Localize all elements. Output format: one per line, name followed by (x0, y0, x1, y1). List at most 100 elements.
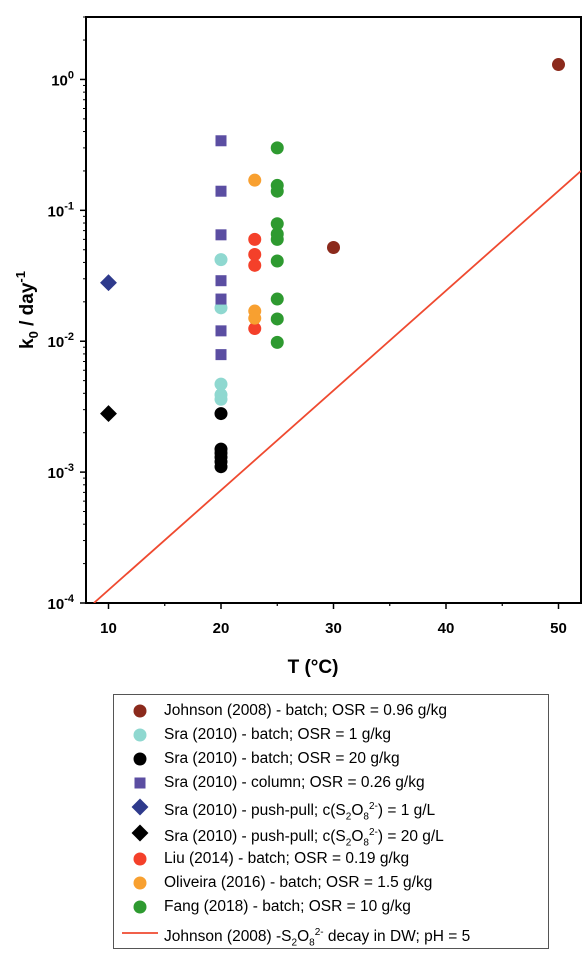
legend-symbol (122, 932, 158, 934)
data-point (215, 293, 227, 305)
legend-symbol (131, 824, 149, 842)
data-point (270, 292, 284, 306)
series-4 (100, 274, 117, 292)
legend-symbol (133, 852, 147, 866)
data-point (215, 325, 227, 337)
legend-symbol (133, 900, 147, 914)
x-tick-label: 50 (550, 620, 567, 637)
legend-marker (133, 728, 147, 742)
x-tick-label: 10 (100, 620, 117, 637)
legend-marker (131, 798, 149, 816)
data-point (248, 247, 262, 261)
data-point (215, 229, 227, 241)
data-point (270, 184, 284, 198)
legend-symbol (133, 728, 147, 742)
data-point (248, 173, 262, 187)
data-point (270, 232, 284, 246)
legend-item: Sra (2010) - push-pull; c(S2O82-) = 20 g… (114, 821, 548, 848)
legend-symbol (133, 752, 147, 766)
legend-label: Sra (2010) - push-pull; c(S2O82-) = 1 g/… (164, 801, 436, 823)
data-point (248, 311, 262, 325)
data-point (552, 58, 565, 72)
legend: Johnson (2008) - batch; OSR = 0.96 g/kg S… (113, 694, 549, 949)
y-axis-title: k0 / day-1 (13, 271, 41, 349)
svg-text:k0 / day-1: k0 / day-1 (13, 271, 41, 349)
legend-label: Liu (2014) - batch; OSR = 0.19 g/kg (164, 850, 410, 867)
legend-item: Fang (2018) - batch; OSR = 10 g/kg (114, 895, 548, 919)
y-tick-label: 10-4 (48, 593, 75, 613)
y-axis-title-sup: -1 (13, 271, 28, 283)
data-point (270, 254, 284, 268)
data-point (214, 392, 228, 406)
x-axis-title: T (°C) (288, 657, 339, 678)
legend-label: Sra (2010) - column; OSR = 0.26 g/kg (164, 774, 425, 791)
series-3 (215, 135, 227, 361)
y-axis-title-base: k (17, 338, 38, 349)
data-point (214, 460, 228, 474)
legend-symbol (131, 798, 149, 816)
series-8 (270, 141, 284, 349)
data-point (270, 141, 284, 155)
legend-item: Sra (2010) - batch; OSR = 20 g/kg (114, 747, 548, 771)
legend-label: Sra (2010) - push-pull; c(S2O82-) = 20 g… (164, 827, 444, 849)
legend-item: Sra (2010) - batch; OSR = 1 g/kg (114, 723, 548, 747)
legend-label: Fang (2018) - batch; OSR = 10 g/kg (164, 898, 411, 915)
series-7 (248, 173, 262, 325)
data-point (248, 232, 262, 246)
legend-item: Oliveira (2016) - batch; OSR = 1.5 g/kg (114, 871, 548, 895)
legend-item: Sra (2010) - column; OSR = 0.26 g/kg (114, 771, 548, 795)
chart-plot: k0 / day-1 T (°C) 10 20 30 40 50 10-4 10-3 10-2… (13, 16, 582, 678)
y-tick-label: 10-2 (48, 331, 74, 351)
data-point (100, 405, 117, 423)
data-point (214, 377, 228, 391)
y-axis-title-sub: 0 (26, 331, 41, 338)
legend-marker (133, 876, 147, 890)
plot-frame (85, 16, 582, 604)
series-9 (93, 170, 581, 603)
data-point (215, 135, 227, 147)
data-point (248, 258, 262, 272)
legend-label: Sra (2010) - batch; OSR = 20 g/kg (164, 750, 400, 767)
legend-label: Sra (2010) - batch; OSR = 1 g/kg (164, 726, 392, 743)
series-6 (248, 232, 262, 336)
data-point (270, 335, 284, 349)
legend-marker (133, 752, 147, 766)
data-point (248, 322, 262, 336)
axes: 10 20 30 40 50 10-4 10-3 10-2 10-1 100 (48, 16, 582, 637)
legend-marker (133, 900, 147, 914)
data-point (215, 349, 227, 361)
legend-marker (133, 704, 147, 718)
y-axis-title-mid: / day (17, 282, 38, 331)
y-tick-label: 10-1 (48, 200, 74, 220)
legend-item: Johnson (2008) - batch; OSR = 0.96 g/kg (114, 699, 548, 723)
data-point (214, 301, 228, 315)
series-5 (100, 405, 117, 423)
data-point (327, 241, 340, 255)
legend-symbol (133, 876, 147, 890)
legend-symbol (133, 704, 147, 718)
y-tick-label: 100 (51, 69, 74, 89)
legend-item: Johnson (2008) -S2O82- decay in DW; pH =… (114, 921, 548, 948)
data-point (215, 185, 227, 197)
series-0 (327, 58, 565, 255)
legend-marker (134, 777, 146, 789)
legend-label: Johnson (2008) -S2O82- decay in DW; pH =… (164, 927, 471, 949)
legend-marker (131, 824, 149, 842)
y-tick-label: 10-3 (48, 462, 74, 482)
data-point (214, 407, 228, 421)
legend-symbol (134, 777, 146, 789)
legend-label: Oliveira (2016) - batch; OSR = 1.5 g/kg (164, 874, 433, 891)
x-tick-label: 30 (325, 620, 342, 637)
data-point (215, 275, 227, 287)
legend-item: Liu (2014) - batch; OSR = 0.19 g/kg (114, 847, 548, 871)
series-1 (214, 253, 228, 406)
decay-line (93, 170, 581, 603)
legend-item: Sra (2010) - push-pull; c(S2O82-) = 1 g/… (114, 795, 548, 822)
series-2 (214, 407, 228, 474)
data-point (270, 312, 284, 326)
x-tick-label: 20 (213, 620, 230, 637)
data-point (100, 274, 117, 292)
data-point (270, 217, 284, 231)
data-point (214, 253, 228, 267)
series-layer (93, 58, 581, 603)
